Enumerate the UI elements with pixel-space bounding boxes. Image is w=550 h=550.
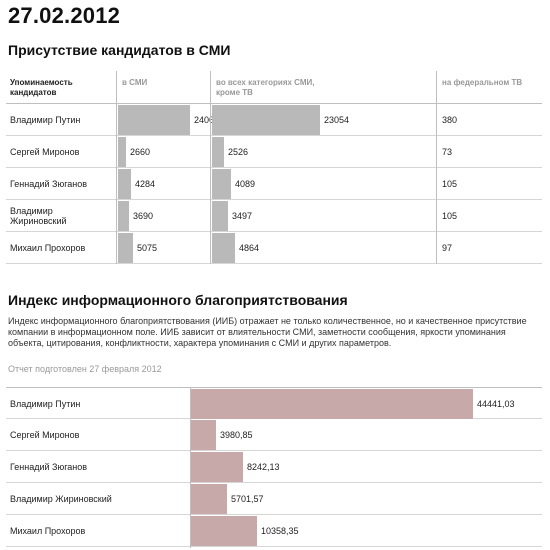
candidate-name: Михаил Прохоров [10,242,86,253]
bar-non-tv [212,137,224,167]
table-row: Владимир Жириновский 3690 3497 105 [6,200,542,232]
bar-media [118,105,190,135]
table-row: Владимир Путин 24060 23054 380 [6,104,542,136]
value-label: 5701,57 [231,493,264,504]
table-row: Михаил Прохоров 5075 4864 97 [6,232,542,264]
candidate-name: Владимир Путин [10,398,81,409]
media-presence-table: Упоминаемость кандидатов в СМИ во всех к… [6,71,542,264]
bar-media [118,137,126,167]
candidate-name: Сергей Миронов [10,429,80,440]
value-label: 24060 [194,114,220,125]
bar-media [118,201,129,231]
bar-index [191,516,257,546]
bar-media [118,169,131,199]
column-separator [436,71,437,264]
index-title: Индекс информационного благоприятствован… [8,292,348,308]
header-non-tv: во всех категориях СМИ, кроме ТВ [216,78,315,97]
report-date: 27.02.2012 [8,3,121,28]
table-row: Сергей Миронов 3980,85 [6,419,542,451]
bar-non-tv [212,233,235,263]
table-row: Владимир Жириновский 5701,57 [6,483,542,515]
header-media: в СМИ [122,78,148,87]
header-federal-tv: на федеральном ТВ [442,78,523,87]
value-label: 44441,03 [477,398,515,409]
table-row: Сергей Миронов 2660 2526 73 [6,136,542,168]
value-label: 2660 [130,146,151,157]
header-candidates: Упоминаемость кандидатов [10,78,73,97]
value-label: 4864 [239,242,260,253]
table-row: Геннадий Зюганов 4284 4089 105 [6,168,542,200]
bar-index [191,420,216,450]
value-label: 3690 [133,210,154,221]
value-label: 380 [442,114,458,125]
bar-index [191,389,473,419]
value-label: 4089 [235,178,256,189]
value-label: 10358,35 [261,525,299,536]
value-label: 3980,85 [220,429,253,440]
report-note: Отчет подготовлен 27 февраля 2012 [8,364,162,374]
table-row: Михаил Прохоров 10358,35 [6,515,542,547]
value-label: 105 [442,178,458,189]
value-label: 23054 [324,114,350,125]
value-label: 97 [442,242,453,253]
value-label: 2526 [228,146,249,157]
candidate-name: Владимир Путин [10,114,81,125]
candidate-name: Михаил Прохоров [10,525,86,536]
value-label: 3497 [232,210,253,221]
bar-media [118,233,133,263]
value-label: 5075 [137,242,158,253]
table-header: Упоминаемость кандидатов в СМИ во всех к… [6,71,542,104]
media-presence-rows: Владимир Путин 24060 23054 380 Сергей Мироно… [6,104,542,264]
column-separator [116,71,117,264]
bar-non-tv [212,201,228,231]
bar-index [191,484,227,514]
column-separator [210,71,211,264]
candidate-name: Владимир Жириновский [10,205,67,226]
media-presence-title: Присутствие кандидатов в СМИ [8,42,231,58]
column-separator [190,387,191,548]
bar-index [191,452,243,482]
candidate-name: Сергей Миронов [10,146,80,157]
value-label: 4284 [135,178,156,189]
value-label: 105 [442,210,458,221]
table-row: Геннадий Зюганов 8242,13 [6,451,542,483]
table-row: Владимир Путин 44441,03 [6,387,542,419]
bar-non-tv [212,105,320,135]
index-table: Владимир Путин 44441,03 Сергей Миронов 3980… [6,387,542,548]
value-label: 73 [442,146,453,157]
candidate-name: Геннадий Зюганов [10,178,88,189]
candidate-name: Владимир Жириновский [10,493,112,504]
candidate-name: Геннадий Зюганов [10,461,88,472]
bar-non-tv [212,169,231,199]
value-label: 8242,13 [247,461,280,472]
index-description: Индекс информационного благоприятствован… [8,316,527,348]
